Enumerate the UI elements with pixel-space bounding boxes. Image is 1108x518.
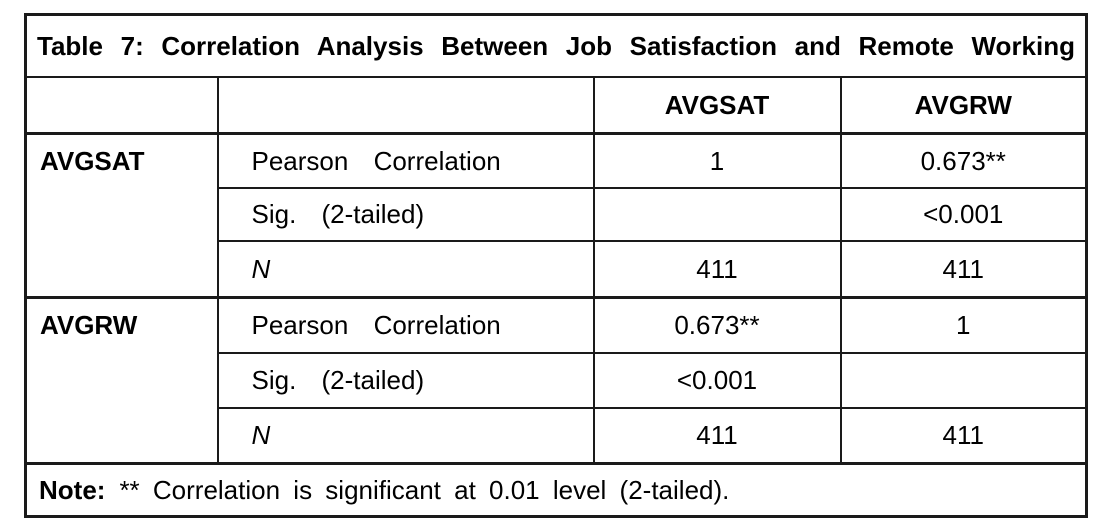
column-header-row: AVGSAT AVGRW [25, 77, 1087, 135]
note-prefix: Note: [39, 474, 106, 505]
row-label-n: N [216, 407, 594, 464]
note-cell: Note: ** Correlation is significant at 0.… [25, 462, 1087, 517]
row-label-pearson: Pearson Correlation [216, 296, 594, 353]
table-row: N 411 411 [26, 407, 1087, 464]
table-row: N 411 411 [26, 240, 1087, 298]
value-cell: 0.673** [839, 132, 1087, 188]
row-label-n: N [216, 240, 594, 298]
value-cell: <0.001 [592, 352, 841, 408]
header-empty-cell-1 [25, 77, 218, 135]
table-title: Table 7: Correlation Analysis Between Jo… [25, 14, 1087, 78]
column-header-avgrw: AVGRW [839, 77, 1087, 135]
group-label-avgrw: AVGRW [25, 296, 218, 464]
value-cell [839, 352, 1087, 408]
table-row: Sig. (2-tailed) <0.001 [26, 187, 1087, 241]
table-row: Sig. (2-tailed) <0.001 [26, 352, 1087, 408]
value-cell: 411 [592, 240, 841, 298]
correlation-table: Table 7: Correlation Analysis Between Jo… [24, 13, 1089, 518]
table-row: AVGSAT Pearson Correlation 1 0.673** [25, 132, 1087, 298]
note-text: ** Correlation is significant at 0.01 le… [119, 474, 730, 505]
value-cell: 411 [839, 407, 1087, 464]
value-cell: 1 [592, 132, 841, 188]
value-cell [592, 187, 841, 241]
value-cell: 411 [592, 407, 841, 464]
row-label-sig: Sig. (2-tailed) [216, 352, 594, 408]
value-cell: <0.001 [839, 187, 1087, 241]
table-title-row: Table 7: Correlation Analysis Between Jo… [25, 14, 1087, 78]
group-label-avgsat: AVGSAT [25, 132, 218, 298]
row-label-pearson: Pearson Correlation [216, 132, 594, 188]
value-cell: 411 [839, 240, 1087, 298]
header-empty-cell-2 [216, 77, 594, 135]
value-cell: 1 [839, 296, 1087, 353]
column-header-avgsat: AVGSAT [592, 77, 841, 135]
row-label-sig: Sig. (2-tailed) [216, 187, 594, 241]
note-row: Note: ** Correlation is significant at 0.… [25, 462, 1087, 517]
value-cell: 0.673** [592, 296, 841, 353]
table-row: AVGRW Pearson Correlation 0.673** 1 [25, 296, 1087, 464]
